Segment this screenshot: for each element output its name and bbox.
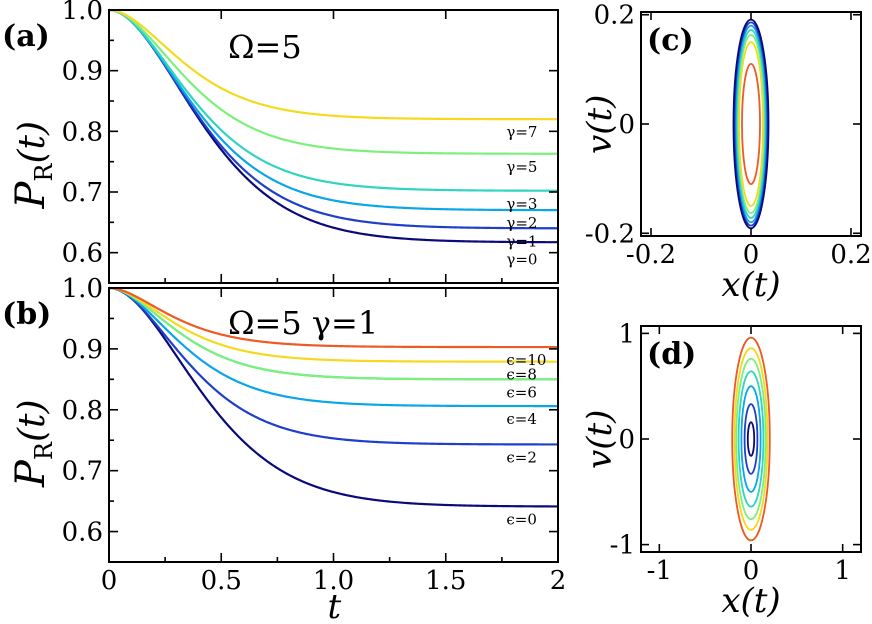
xtick-label-d-2: 1	[834, 556, 851, 586]
panel-label-c: (c)	[647, 23, 694, 58]
ylabel-b: PR(t)	[8, 399, 58, 488]
series-line-b-2	[108, 286, 558, 408]
contour-c-3	[735, 29, 767, 219]
contour-c-2	[736, 34, 766, 214]
xtick-label-d-0: -1	[647, 556, 672, 586]
annotation-a: Ω=5	[228, 28, 302, 66]
series-line-a-1	[108, 8, 558, 230]
ytick-label-d-2: 1	[618, 319, 635, 349]
series-label-b-0: ϵ=0	[506, 511, 537, 529]
contour-d-4	[735, 357, 767, 521]
contour-d-6	[731, 336, 771, 542]
series-label-b-4: ϵ=6	[506, 383, 537, 401]
ytick-label-b-4: 1.0	[62, 274, 103, 304]
ytick-label-b-2: 0.8	[62, 396, 103, 426]
series-label-b-5: ϵ=8	[506, 366, 537, 384]
xtick-label-c-2: 0.2	[830, 240, 871, 270]
ylabel-a: PR(t)	[8, 121, 58, 210]
ylabel-c: v(t)	[580, 95, 620, 154]
contour-d-3	[737, 370, 765, 508]
xtick-label-c-0: -0.2	[626, 240, 676, 270]
ytick-label-b-1: 0.7	[62, 457, 103, 487]
contour-c-1	[738, 41, 764, 207]
ytick-label-c-1: 0	[618, 110, 635, 140]
xtick-label-d-1: 0	[743, 556, 760, 586]
series-label-a-5: γ=7	[506, 123, 537, 141]
panel-label-b: (b)	[2, 297, 51, 332]
contour-c-5	[733, 21, 769, 227]
xtick-label-b-1: 0.5	[201, 566, 242, 596]
contour-d-1	[743, 403, 759, 475]
ytick-label-b-0: 0.6	[62, 518, 103, 548]
ytick-label-c-2: 0.2	[594, 1, 635, 31]
series-label-a-3: γ=3	[506, 195, 537, 213]
ytick-label-b-3: 0.9	[62, 335, 103, 365]
xtick-label-b-0: 0	[101, 566, 118, 596]
xlabel-d: x(t)	[721, 581, 780, 621]
xtick-label-b-4: 2	[550, 566, 567, 596]
series-line-a-0	[108, 8, 559, 244]
ytick-label-d-1: 0	[618, 425, 635, 455]
series-line-a-3	[108, 8, 558, 192]
ytick-label-c-0: -0.2	[585, 219, 635, 249]
series-line-a-4	[108, 8, 558, 155]
series-label-b-1: ϵ=2	[506, 448, 537, 466]
ytick-label-a-3: 0.9	[62, 57, 103, 87]
series-line-b-4	[108, 286, 558, 381]
ytick-label-a-0: 0.6	[62, 239, 103, 269]
xlabel-c: x(t)	[721, 265, 780, 305]
series-line-b-1	[108, 286, 558, 446]
xtick-label-b-3: 1.5	[425, 566, 466, 596]
panel-a: γ=0γ=1γ=2γ=3 γ=5 γ=7 0.6 0.7 0.8 0.9 1.0 (a) Ω=5 P…	[2, 0, 559, 284]
xtick-label-b-2: 1.0	[313, 566, 354, 596]
contour-d-0	[746, 421, 756, 457]
panel-label-d: (d)	[647, 337, 696, 372]
series-line-b-0	[108, 286, 558, 508]
series-line-a-5	[108, 8, 558, 121]
contour-c-4	[734, 24, 768, 224]
series-line-a-2	[108, 8, 558, 212]
panel-c: -0.2 0 0.2 -0.2 0 0.2 (c) v(t) x(t)	[580, 1, 872, 305]
contour-d-5	[733, 347, 769, 531]
annotation-b: Ω=5 γ=1	[228, 304, 378, 342]
panel-label-a: (a)	[2, 19, 50, 54]
panel-b: ϵ=0 ϵ=2 ϵ=4 ϵ=6ϵ=8ϵ=10 0.6 0.7 0.8 0.9 1.0 0 0.5 1.…	[2, 274, 566, 624]
series-label-b-2: ϵ=4	[506, 410, 537, 428]
panel-d: -1 0 1 -1 0 1 (d) v(t) x(t)	[580, 319, 862, 621]
xtick-label-c-1: 0	[743, 240, 760, 270]
series-label-a-1: γ=1	[506, 232, 537, 250]
ytick-label-a-2: 0.8	[62, 117, 103, 147]
ytick-label-a-1: 0.7	[62, 178, 103, 208]
contour-d-2	[740, 385, 762, 493]
series-label-b-6: ϵ=10	[506, 351, 546, 369]
series-line-b-5	[108, 286, 558, 363]
series-line-b-6	[108, 286, 558, 349]
series-label-a-4: γ=5	[506, 158, 537, 176]
contour-c-0	[741, 63, 761, 185]
xlabel-b: t	[328, 587, 342, 624]
ylabel-d: v(t)	[580, 410, 620, 469]
ytick-label-a-4: 1.0	[62, 0, 103, 26]
series-label-a-2: γ=2	[506, 214, 537, 232]
series-label-a-0: γ=0	[506, 250, 537, 268]
ytick-label-d-0: -1	[610, 531, 635, 561]
